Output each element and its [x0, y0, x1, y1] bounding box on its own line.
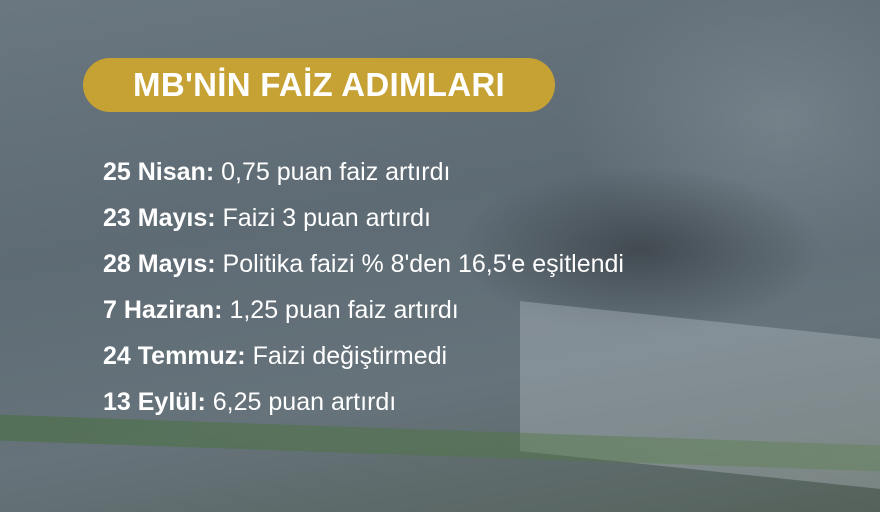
rate-steps-list: 25 Nisan: 0,75 puan faiz artırdı 23 Mayı… — [103, 152, 624, 428]
list-item: 24 Temmuz: Faizi değiştirmedi — [103, 336, 624, 382]
item-text: 0,75 puan faiz artırdı — [221, 158, 451, 186]
item-date: 7 Haziran: — [103, 296, 223, 324]
list-item: 13 Eylül: 6,25 puan artırdı — [103, 382, 624, 428]
item-date: 13 Eylül: — [103, 388, 206, 416]
item-date: 28 Mayıs: — [103, 250, 216, 278]
list-item: 25 Nisan: 0,75 puan faiz artırdı — [103, 152, 624, 198]
item-date: 23 Mayıs: — [103, 204, 216, 232]
item-text: 6,25 puan artırdı — [212, 388, 397, 416]
list-item: 7 Haziran: 1,25 puan faiz artırdı — [103, 290, 624, 336]
item-text: Politika faizi % 8'den 16,5'e eşitlendi — [222, 250, 624, 278]
list-item: 23 Mayıs: Faizi 3 puan artırdı — [103, 198, 624, 244]
list-item: 28 Mayıs: Politika faizi % 8'den 16,5'e … — [103, 244, 624, 290]
item-date: 24 Temmuz: — [103, 342, 246, 370]
item-text: 1,25 puan faiz artırdı — [229, 296, 459, 324]
item-text: Faizi değiştirmedi — [252, 342, 448, 370]
title: MB'NİN FAİZ ADIMLARI — [133, 66, 505, 103]
item-date: 25 Nisan: — [103, 158, 215, 186]
title-banner: MB'NİN FAİZ ADIMLARI — [83, 58, 555, 112]
item-text: Faizi 3 puan artırdı — [222, 204, 431, 232]
